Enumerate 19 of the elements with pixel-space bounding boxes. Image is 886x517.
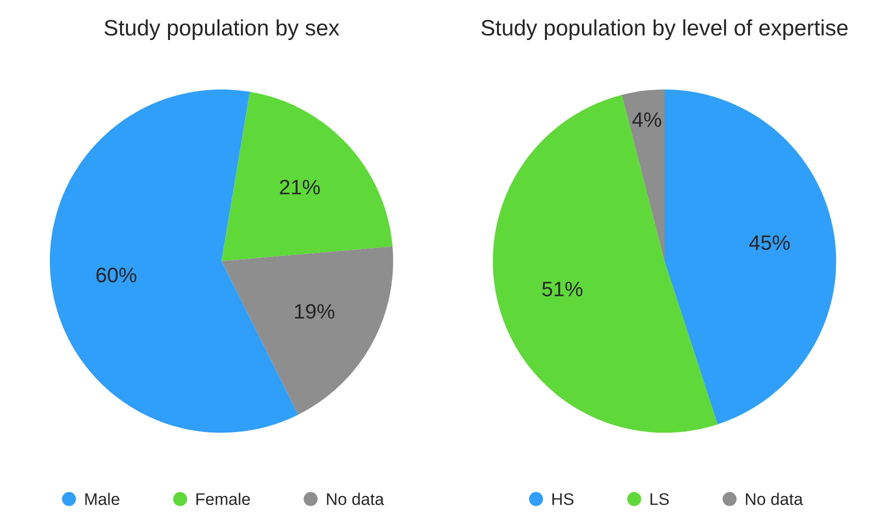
legend-label: HS — [552, 493, 574, 506]
legend-label: No data — [746, 492, 803, 506]
pie-slice — [222, 246, 394, 415]
pie-slice — [622, 89, 664, 262]
data-label: 21% — [280, 180, 320, 194]
data-label: 45% — [749, 235, 790, 250]
data-label: 19% — [295, 304, 334, 319]
data-label: 60% — [96, 268, 136, 282]
pie-slice — [222, 92, 393, 262]
data-label: 4% — [632, 112, 662, 127]
legend-label: Female — [196, 492, 250, 506]
chart-title: Study population by sex — [104, 19, 340, 40]
chart-title: Study population by level of expertise — [481, 19, 848, 40]
legend-label: No data — [327, 492, 384, 506]
pie-slice — [664, 89, 836, 424]
legend-label: LS — [650, 493, 669, 506]
data-label: 51% — [542, 282, 582, 296]
pie-slice — [492, 94, 718, 433]
legend-label: Male — [85, 492, 120, 506]
